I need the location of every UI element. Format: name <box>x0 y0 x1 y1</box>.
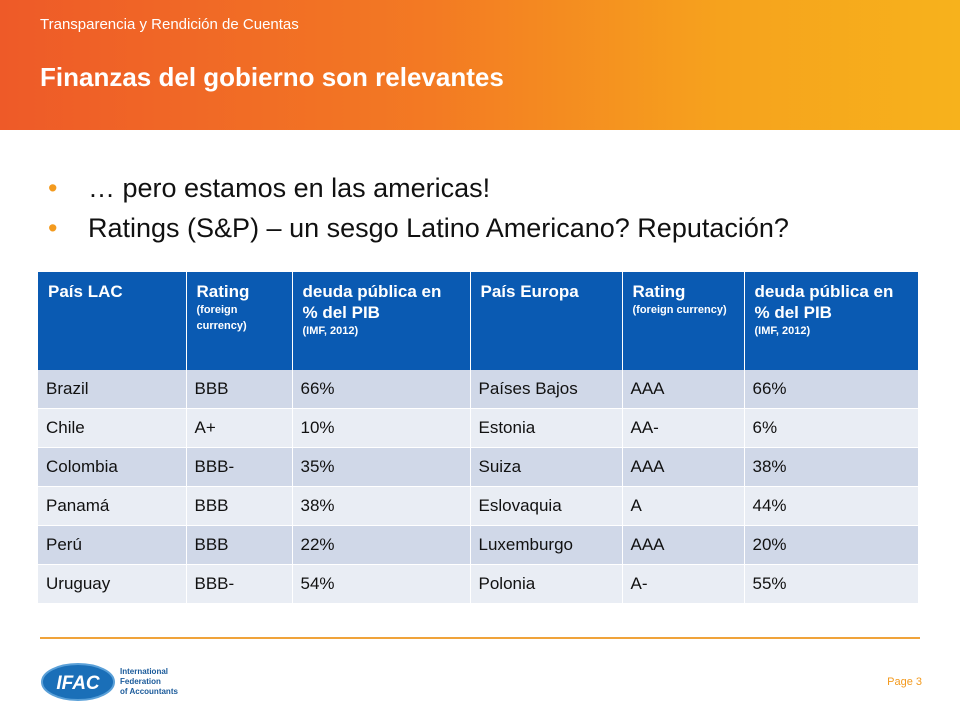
bullet-item: • Ratings (S&P) – un sesgo Latino America… <box>48 208 789 248</box>
bullet-dot-icon: • <box>48 213 58 243</box>
table-cell: Eslovaquia <box>470 486 623 526</box>
table-cell: BBB <box>186 525 293 565</box>
table-cell: 44% <box>744 486 919 526</box>
table-cell: BBB- <box>186 564 293 604</box>
table-row: Perú BBB 22% Luxemburgo AAA 20% <box>38 525 919 565</box>
table-cell: BBB- <box>186 447 293 487</box>
table-row: Colombia BBB- 35% Suiza AAA 38% <box>38 447 919 487</box>
table-cell: BBB <box>186 370 293 409</box>
table-row: Brazil BBB 66% Países Bajos AAA 66% <box>38 370 919 409</box>
table-cell: Estonia <box>470 408 623 448</box>
table-cell: AA- <box>622 408 745 448</box>
table-cell: Uruguay <box>38 564 187 604</box>
table-row: Uruguay BBB- 54% Polonia A- 55% <box>38 564 919 604</box>
bullet-text: … pero estamos en las americas! <box>88 173 491 203</box>
table-cell: A- <box>622 564 745 604</box>
logo-line3: of Accountants <box>120 687 178 696</box>
col-header-rating-europa: Rating (foreign currency) <box>622 272 745 370</box>
col-header-deuda-europa: deuda pública en % del PIB (IMF, 2012) <box>744 272 919 370</box>
bullet-item: • … pero estamos en las americas! <box>48 168 789 208</box>
table-cell: 54% <box>292 564 471 604</box>
table-cell: 20% <box>744 525 919 565</box>
table-cell: A+ <box>186 408 293 448</box>
table-cell: Panamá <box>38 486 187 526</box>
table-cell: AAA <box>622 370 745 409</box>
page-number: Page 3 <box>887 676 922 688</box>
bullet-text: Ratings (S&P) – un sesgo Latino American… <box>88 213 789 243</box>
table-cell: Suiza <box>470 447 623 487</box>
table-cell: 38% <box>292 486 471 526</box>
table-cell: 35% <box>292 447 471 487</box>
col-header-pais-europa: País Europa <box>470 272 623 370</box>
table-cell: BBB <box>186 486 293 526</box>
bullet-dot-icon: • <box>48 173 58 203</box>
bullet-list: • … pero estamos en las americas! • Rating… <box>48 168 789 248</box>
table-cell: 55% <box>744 564 919 604</box>
ifac-logo: IFAC International Federation of Account… <box>41 663 178 701</box>
table-cell: 6% <box>744 408 919 448</box>
table-cell: AAA <box>622 525 745 565</box>
table-cell: 66% <box>744 370 919 409</box>
logo-line2: Federation <box>120 677 161 686</box>
table-cell: Brazil <box>38 370 187 409</box>
logo-text: IFAC <box>56 673 100 694</box>
col-header-deuda-lac: deuda pública en % del PIB (IMF, 2012) <box>292 272 471 370</box>
table-cell: Chile <box>38 408 187 448</box>
table-cell: AAA <box>622 447 745 487</box>
table-cell: 10% <box>292 408 471 448</box>
table-cell: Luxemburgo <box>470 525 623 565</box>
col-header-pais-lac: País LAC <box>38 272 187 370</box>
col-header-rating-lac: Rating (foreign currency) <box>186 272 293 370</box>
table-row: Chile A+ 10% Estonia AA- 6% <box>38 408 919 448</box>
table-cell: Perú <box>38 525 187 565</box>
header-banner: Transparencia y Rendición de Cuentas Fin… <box>0 0 960 130</box>
table-cell: 66% <box>292 370 471 409</box>
footer-divider <box>40 637 920 639</box>
table-cell: 38% <box>744 447 919 487</box>
slide-title: Finanzas del gobierno son relevantes <box>40 62 504 92</box>
table-cell: 22% <box>292 525 471 565</box>
table-cell: A <box>622 486 745 526</box>
table-cell: Colombia <box>38 447 187 487</box>
logo-line1: International <box>120 667 168 676</box>
ratings-table: País LAC Rating (foreign currency) deuda … <box>38 272 919 604</box>
header-subtitle: Transparencia y Rendición de Cuentas <box>40 16 299 33</box>
table-row: Panamá BBB 38% Eslovaquia A 44% <box>38 486 919 526</box>
table-cell: Países Bajos <box>470 370 623 409</box>
table-cell: Polonia <box>470 564 623 604</box>
table-header-row: País LAC Rating (foreign currency) deuda … <box>38 272 919 370</box>
